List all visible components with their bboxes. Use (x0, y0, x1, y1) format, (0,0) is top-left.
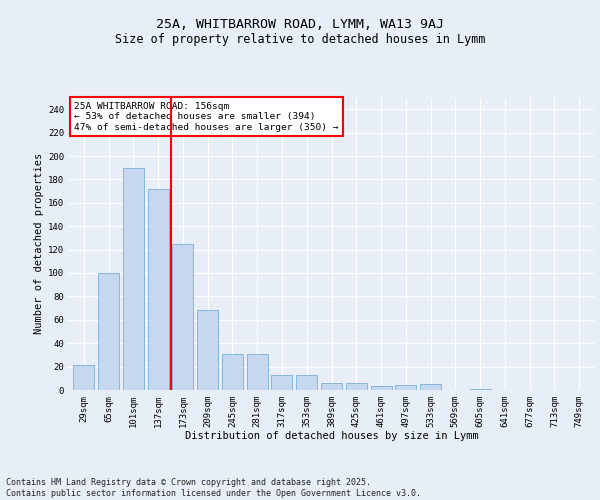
Bar (395, 386, 416, 390)
Bar (98, 273, 119, 390)
Text: Contains HM Land Registry data © Crown copyright and database right 2025.
Contai: Contains HM Land Registry data © Crown c… (6, 478, 421, 498)
Bar (420, 384, 441, 390)
Bar (271, 375, 292, 390)
Text: 25A, WHITBARROW ROAD, LYMM, WA13 9AJ: 25A, WHITBARROW ROAD, LYMM, WA13 9AJ (156, 18, 444, 30)
Bar (470, 389, 491, 390)
Y-axis label: Number of detached properties: Number of detached properties (34, 153, 44, 334)
Bar (148, 189, 169, 390)
Bar (73, 366, 94, 390)
Text: Size of property relative to detached houses in Lymm: Size of property relative to detached ho… (115, 32, 485, 46)
Bar (296, 375, 317, 390)
Bar (371, 386, 392, 390)
Bar (321, 383, 342, 390)
Bar (346, 383, 367, 390)
X-axis label: Distribution of detached houses by size in Lymm: Distribution of detached houses by size … (185, 432, 478, 442)
Bar (172, 244, 193, 390)
Bar (197, 310, 218, 390)
Text: 25A WHITBARROW ROAD: 156sqm
← 53% of detached houses are smaller (394)
47% of se: 25A WHITBARROW ROAD: 156sqm ← 53% of det… (74, 102, 339, 132)
Bar (247, 354, 268, 390)
Bar (222, 354, 243, 390)
Bar (123, 168, 144, 390)
